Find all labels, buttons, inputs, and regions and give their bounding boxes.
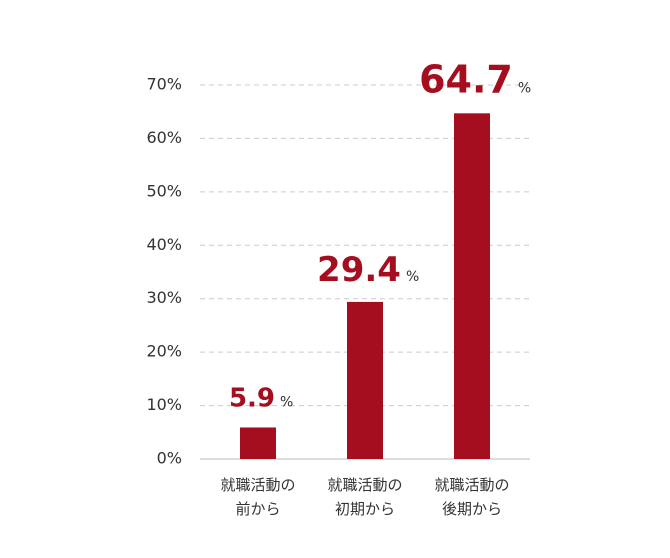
value-label: 64.7 xyxy=(419,57,513,101)
value-label-unit: % xyxy=(518,80,531,96)
y-tick-label: 10% xyxy=(146,395,182,414)
value-label: 29.4 xyxy=(317,250,401,290)
value-label: 5.9 xyxy=(229,383,275,413)
x-tick-label: 就職活動の前から xyxy=(220,476,295,518)
value-label-unit: % xyxy=(406,269,419,285)
x-tick-label-line: 後期から xyxy=(442,500,502,518)
y-tick-label: 30% xyxy=(146,288,182,307)
value-label-unit: % xyxy=(280,394,293,410)
y-tick-label: 20% xyxy=(146,342,182,361)
x-tick-label-line: 就職活動の xyxy=(327,476,402,494)
y-tick-label: 40% xyxy=(146,235,182,254)
x-tick-label-line: 前から xyxy=(235,500,280,518)
y-tick-label: 0% xyxy=(157,449,182,468)
x-tick-label-line: 就職活動の xyxy=(434,476,509,494)
x-tick-label: 就職活動の初期から xyxy=(327,476,402,518)
y-tick-label: 70% xyxy=(146,75,182,94)
bar xyxy=(240,427,276,459)
x-tick-label-line: 初期から xyxy=(335,500,395,518)
y-tick-label: 60% xyxy=(146,128,182,147)
x-tick-label-line: 就職活動の xyxy=(220,476,295,494)
bar xyxy=(454,113,490,460)
y-tick-label: 50% xyxy=(146,181,182,200)
bar xyxy=(347,301,383,459)
x-tick-label: 就職活動の後期から xyxy=(434,476,509,518)
